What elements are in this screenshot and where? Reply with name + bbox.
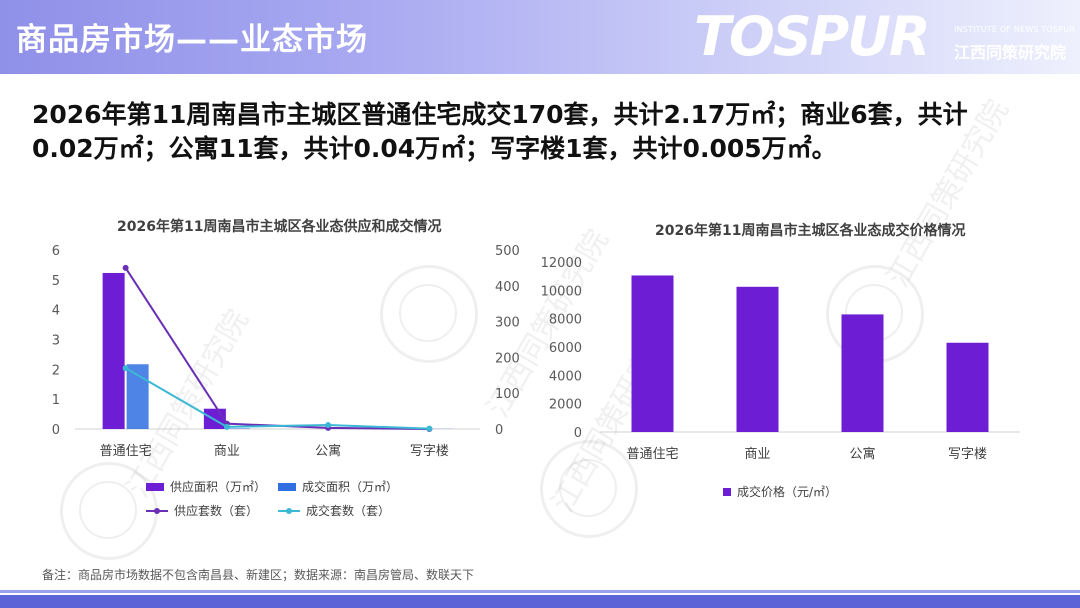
- right-tick-label: 300: [495, 316, 520, 331]
- watermark-seal: [380, 265, 478, 363]
- chart2-deal-price: 0 2000 4000 6000 8000 10000 12000 普通住宅 商业 公寓 写字楼: [541, 256, 1020, 462]
- bar-deal-price: [631, 275, 674, 432]
- line-point: [122, 365, 129, 372]
- y-tick-label: 2000: [549, 398, 582, 413]
- left-tick-label: 6: [52, 244, 60, 259]
- summary-line-1: 2026年第11周南昌市主城区普通住宅成交170套，共计2.17万㎡；商业6套，…: [32, 100, 968, 129]
- bar-deal-price: [946, 342, 989, 432]
- bar-deal-price: [841, 314, 884, 432]
- legend-swatch: [278, 482, 296, 491]
- chart2-title: 2026年第11周南昌市主城区各业态成交价格情况: [655, 223, 966, 239]
- category-label: 公寓: [315, 443, 341, 459]
- right-tick-label: 0: [495, 423, 503, 438]
- line-point: [122, 264, 129, 271]
- summary-text: 2026年第11周南昌市主城区普通住宅成交170套，共计2.17万㎡；商业6套，…: [32, 98, 1042, 166]
- legend-swatch: [146, 507, 168, 514]
- header-bar: 商品房市场——业态市场 TOSPUR INSTITUTE OF NEWS TOS…: [0, 0, 1080, 74]
- right-tick-label: 400: [495, 280, 520, 295]
- category-label: 普通住宅: [100, 444, 152, 459]
- chart1-legend-supply-area: 供应面积（万㎡）: [146, 478, 266, 495]
- left-tick-label: 0: [52, 423, 60, 438]
- line-deal-units: [125, 367, 430, 430]
- left-tick-label: 1: [52, 393, 60, 408]
- line-point: [426, 425, 433, 432]
- category-label: 公寓: [849, 446, 875, 462]
- page-title: 商品房市场——业态市场: [16, 22, 368, 58]
- legend-swatch: [723, 487, 731, 496]
- y-tick-label: 12000: [541, 256, 582, 271]
- line-point: [223, 423, 230, 430]
- footnote: 备注：商品房市场数据不包含南昌县、新建区；数据来源：南昌房管局、数联天下: [42, 568, 475, 582]
- summary-line-2: 0.02万㎡；公寓11套，共计0.04万㎡；写字楼1套，共计0.005万㎡。: [32, 134, 837, 163]
- chart1-title: 2026年第11周南昌市主城区各业态供应和成交情况: [117, 219, 442, 235]
- y-tick-label: 8000: [549, 313, 582, 328]
- chart1-legend-deal-units: 成交套数（套）: [278, 502, 390, 519]
- legend-label: 成交套数（套）: [306, 504, 391, 518]
- left-tick-label: 4: [52, 304, 60, 319]
- y-tick-label: 6000: [549, 341, 582, 356]
- legend-swatch: [278, 507, 300, 514]
- left-tick-label: 5: [52, 274, 60, 289]
- bar-deal-area: [126, 364, 149, 429]
- category-label: 写字楼: [410, 444, 449, 459]
- category-label: 写字楼: [948, 447, 987, 462]
- category-label: 普通住宅: [626, 447, 678, 462]
- legend-swatch: [146, 482, 164, 491]
- chart1-legend-deal-area: 成交面积（万㎡）: [278, 478, 398, 495]
- footer-band: [0, 595, 1080, 608]
- tospur-logo: TOSPUR INSTITUTE OF NEWS TOSPUR 江西同策研究院: [694, 4, 1076, 70]
- legend-label: 供应面积（万㎡）: [170, 480, 267, 494]
- logo-wordmark: TOSPUR: [694, 5, 931, 68]
- right-tick-label: 200: [495, 351, 520, 366]
- bar-deal-area: [227, 428, 250, 429]
- watermark-seal: [540, 440, 638, 538]
- left-tick-label: 2: [52, 363, 60, 378]
- legend-label: 成交价格（元/㎡）: [737, 485, 838, 499]
- right-tick-label: 500: [495, 244, 520, 259]
- category-label: 商业: [214, 444, 240, 459]
- left-tick-label: 3: [52, 334, 60, 349]
- footer-stripe: [0, 590, 1080, 593]
- category-label: 商业: [744, 447, 770, 462]
- y-tick-label: 0: [574, 426, 582, 441]
- logo-subtitle-en: INSTITUTE OF NEWS TOSPUR: [954, 25, 1076, 34]
- right-tick-label: 100: [495, 387, 520, 402]
- y-tick-label: 4000: [549, 369, 582, 384]
- chart1-legend-supply-units: 供应套数（套）: [146, 502, 258, 519]
- legend-label: 供应套数（套）: [174, 504, 259, 518]
- bar-deal-price: [736, 286, 779, 432]
- bar-supply-area: [102, 272, 125, 429]
- line-point: [325, 422, 332, 429]
- line-supply-units: [124, 267, 430, 430]
- logo-subtitle-cn: 江西同策研究院: [954, 43, 1067, 62]
- chart2-legend-price: 成交价格（元/㎡）: [723, 483, 837, 500]
- chart1-supply-vs-deal: 0 1 2 3 4 5 6 0 100 200 300 400 500 普通住宅 商业 公寓 写字楼: [52, 244, 520, 459]
- legend-label: 成交面积（万㎡）: [302, 480, 399, 494]
- y-tick-label: 10000: [541, 284, 582, 299]
